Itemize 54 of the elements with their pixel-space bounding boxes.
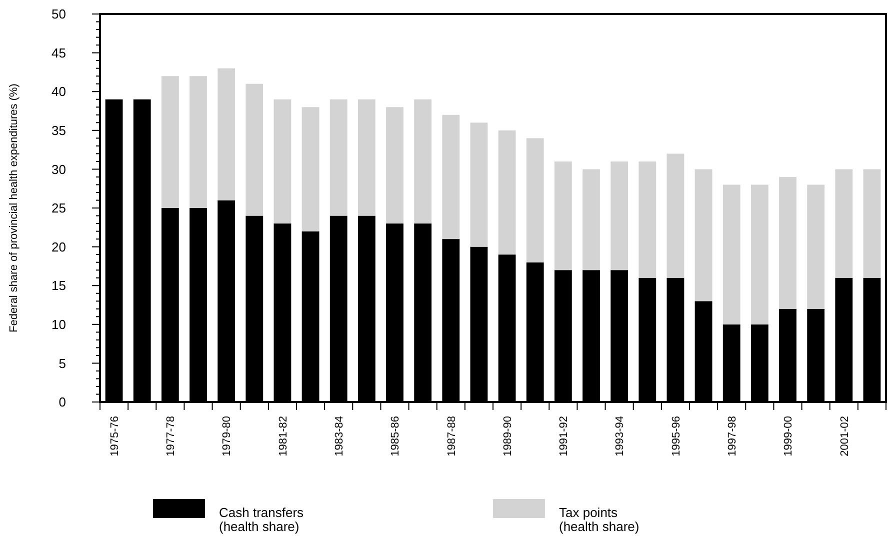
bar xyxy=(161,76,179,208)
bar xyxy=(302,107,320,232)
bar xyxy=(414,99,432,224)
x-tick-label: 1977-78 xyxy=(165,416,178,456)
bar xyxy=(835,169,853,278)
y-tick-label: 20 xyxy=(52,239,66,254)
y-tick-label: 40 xyxy=(52,84,66,100)
bar xyxy=(638,161,656,278)
x-tick-label: 1981-82 xyxy=(277,416,290,456)
bar xyxy=(386,107,404,224)
bar xyxy=(190,76,207,208)
bar xyxy=(330,99,348,216)
x-tick-label: 1995-96 xyxy=(670,416,682,456)
bar xyxy=(750,184,768,324)
bar xyxy=(666,154,684,278)
y-tick-label: 45 xyxy=(52,45,66,60)
bar xyxy=(526,138,544,262)
bar xyxy=(274,99,292,224)
bar xyxy=(610,161,628,270)
y-tick-label: 5 xyxy=(58,356,66,371)
x-tick-label: 1997-98 xyxy=(726,416,738,456)
x-tick-label: 1989-90 xyxy=(502,416,514,456)
y-tick-label: 15 xyxy=(52,278,66,294)
bar xyxy=(722,184,740,324)
y-tick-label: 35 xyxy=(52,122,66,138)
x-tick-label: 1993-94 xyxy=(614,416,626,456)
x-tick-label: 1983-84 xyxy=(333,416,346,456)
y-tick-label: 0 xyxy=(58,394,66,410)
x-tick-label: 1999-00 xyxy=(782,416,795,456)
x-tick-label: 1987-88 xyxy=(446,416,458,456)
bar xyxy=(246,84,264,216)
bar xyxy=(694,169,712,302)
x-tick-label: 1979-80 xyxy=(221,416,234,456)
y-tick-label: 50 xyxy=(52,6,66,22)
bar xyxy=(442,114,460,240)
bar xyxy=(218,68,236,200)
legend-label: Tax points (health share) xyxy=(559,505,640,534)
y-tick-label: 10 xyxy=(52,316,66,332)
x-tick-label: 1991-92 xyxy=(558,416,570,456)
legend-label: Cash transfers (health share) xyxy=(219,505,304,534)
bar xyxy=(863,169,881,278)
bar xyxy=(779,176,796,309)
bar xyxy=(470,122,488,247)
x-tick-label: 1975-76 xyxy=(108,416,121,456)
y-axis-title: Federal share of provincial health expenditures (%) xyxy=(8,84,20,332)
y-tick-label: 30 xyxy=(52,162,66,177)
bar xyxy=(498,130,516,255)
bar xyxy=(358,99,376,216)
y-tick-label: 25 xyxy=(52,200,66,216)
x-tick-label: 1985-86 xyxy=(390,416,402,456)
bar xyxy=(582,169,600,270)
x-tick-label: 2001-02 xyxy=(838,416,851,456)
bar xyxy=(807,184,825,309)
bar xyxy=(554,161,572,270)
